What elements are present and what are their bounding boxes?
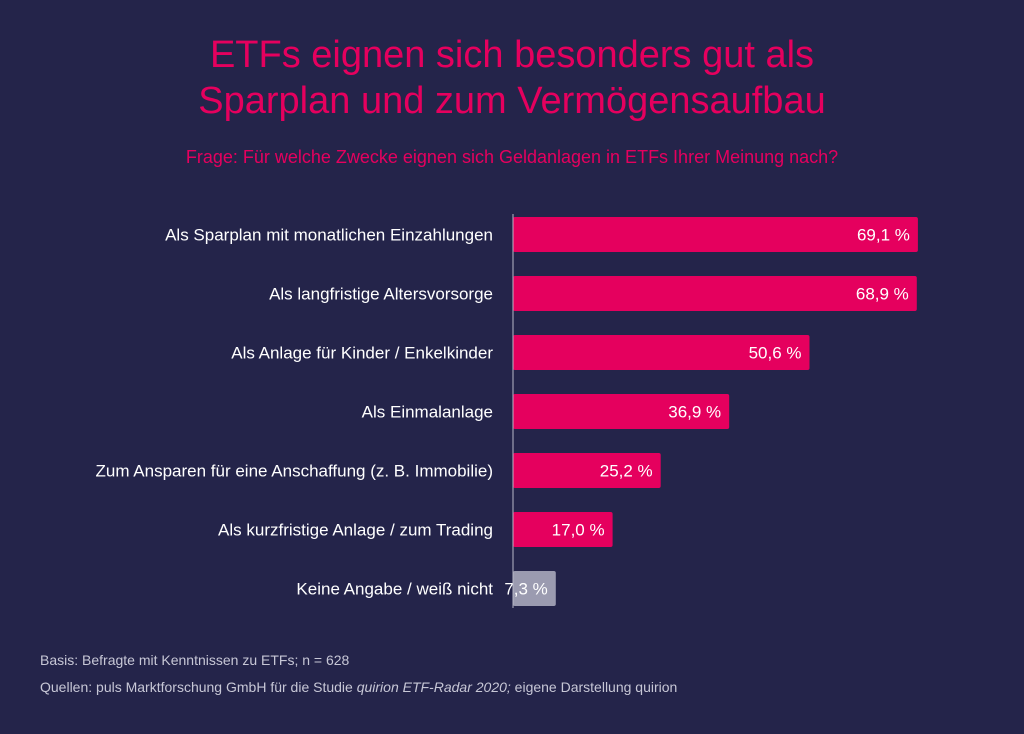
bar-chart: Als Sparplan mit monatlichen Einzahlunge…	[96, 214, 918, 608]
category-label: Keine Angabe / weiß nicht	[296, 580, 493, 599]
bar-value-label: 17,0 %	[552, 521, 605, 540]
bar	[513, 453, 661, 488]
category-label: Als Anlage für Kinder / Enkelkinder	[231, 344, 493, 363]
sources-suffix: eigene Darstellung quirion	[510, 679, 678, 695]
bar	[513, 394, 730, 429]
bar	[513, 217, 918, 252]
bar-value-label: 50,6 %	[749, 344, 802, 363]
title-line-2: Sparplan und zum Vermögensaufbau	[198, 80, 826, 122]
category-label: Als Sparplan mit monatlichen Einzahlunge…	[165, 226, 493, 245]
sources-study: quirion ETF-Radar 2020;	[356, 679, 511, 695]
title-line-1: ETFs eignen sich besonders gut als	[209, 34, 815, 76]
bar-value-label: 69,1 %	[857, 226, 910, 245]
footnote-basis: Basis: Befragte mit Kenntnissen zu ETFs;…	[40, 652, 350, 668]
chart-subtitle: Frage: Für welche Zwecke eignen sich Gel…	[185, 147, 839, 167]
bar-value-label: 7,3 %	[504, 580, 547, 599]
footnote-sources: Quellen: puls Marktforschung GmbH für di…	[40, 678, 677, 696]
sources-prefix: Quellen: puls Marktforschung GmbH für di…	[40, 679, 357, 695]
bar	[513, 335, 810, 370]
chart-title: ETFs eignen sich besonders gut als Sparp…	[0, 32, 1024, 124]
bar-value-label: 68,9 %	[856, 285, 909, 304]
bar	[513, 276, 917, 311]
category-label: Zum Ansparen für eine Anschaffung (z. B.…	[96, 462, 494, 481]
category-label: Als langfristige Altersvorsorge	[269, 285, 493, 304]
category-label: Als kurzfristige Anlage / zum Trading	[218, 521, 493, 540]
bar	[513, 512, 613, 547]
bar-value-label: 25,2 %	[600, 462, 653, 481]
category-label: Als Einmalanlage	[362, 403, 493, 422]
bar	[513, 571, 556, 606]
bar-value-label: 36,9 %	[668, 403, 721, 422]
